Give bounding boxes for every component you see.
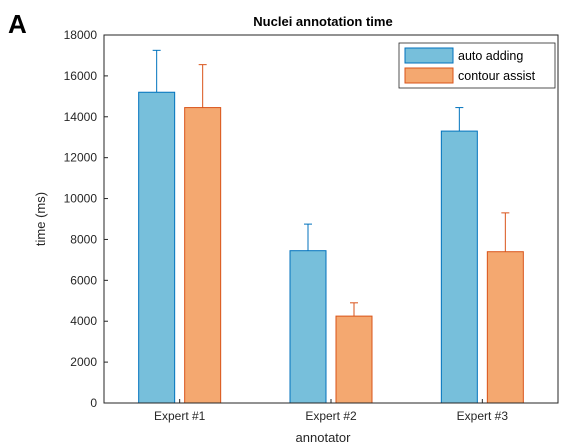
x-tick-label: Expert #3 bbox=[457, 409, 509, 423]
y-tick-label: 10000 bbox=[64, 192, 98, 206]
legend: auto adding contour assist bbox=[398, 42, 556, 89]
y-tick-label: 2000 bbox=[70, 355, 97, 369]
x-axis-ticks: Expert #1 Expert #2 Expert #3 bbox=[154, 399, 508, 423]
bar-auto-adding-expert-1 bbox=[138, 91, 176, 404]
panel-label: A bbox=[8, 9, 27, 39]
y-tick-label: 14000 bbox=[64, 110, 98, 124]
error-bars-group bbox=[152, 49, 510, 317]
y-tick-label: 4000 bbox=[70, 314, 97, 328]
bar-auto-adding-expert-2 bbox=[289, 250, 327, 404]
legend-swatch-contour-assist bbox=[404, 67, 454, 84]
bar-auto-adding-expert-3 bbox=[440, 130, 478, 404]
y-axis-ticks: 0 2000 4000 6000 8000 10000 12000 14000 16000 180… bbox=[64, 28, 108, 410]
legend-label-contour-assist: contour assist bbox=[458, 69, 536, 83]
y-axis-label: time (ms) bbox=[33, 192, 48, 246]
y-tick-label: 8000 bbox=[70, 232, 97, 246]
legend-label-auto-adding: auto adding bbox=[458, 49, 523, 63]
bar-contour-assist-expert-3 bbox=[486, 251, 524, 404]
y-tick-label: 18000 bbox=[64, 28, 98, 42]
bar-contour-assist-expert-1 bbox=[184, 107, 222, 404]
y-tick-label: 16000 bbox=[64, 69, 98, 83]
chart-title: Nuclei annotation time bbox=[253, 14, 392, 29]
x-tick-label: Expert #1 bbox=[154, 409, 206, 423]
bar-contour-assist-expert-2 bbox=[335, 315, 373, 404]
x-axis-label: annotator bbox=[296, 430, 352, 445]
y-tick-label: 12000 bbox=[64, 151, 98, 165]
y-tick-label: 6000 bbox=[70, 273, 97, 287]
y-tick-label: 0 bbox=[90, 396, 97, 410]
x-tick-label: Expert #2 bbox=[305, 409, 357, 423]
bars-group bbox=[138, 91, 524, 404]
legend-swatch-auto-adding bbox=[404, 47, 454, 64]
